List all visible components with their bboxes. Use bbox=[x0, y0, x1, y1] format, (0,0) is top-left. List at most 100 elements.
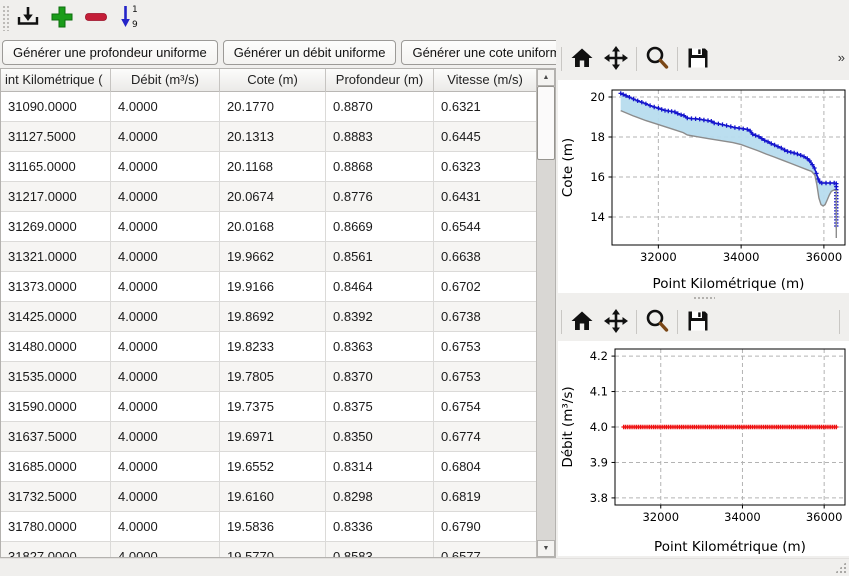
col-header-point-kilometrique[interactable]: int Kilométrique ( bbox=[1, 69, 111, 92]
table-cell[interactable]: 0.6753 bbox=[434, 362, 537, 392]
table-cell[interactable]: 31217.0000 bbox=[1, 182, 111, 212]
table-cell[interactable]: 0.6431 bbox=[434, 182, 537, 212]
table-row[interactable]: 31269.0000 4.0000 20.0168 0.8669 0.6544 bbox=[1, 212, 537, 242]
table-row[interactable]: 31217.0000 4.0000 20.0674 0.8776 0.6431 bbox=[1, 182, 537, 212]
debit-chart[interactable]: 32000 34000 36000 3.8 3.9 4.0 4.1 4.2 Point Kilo… bbox=[558, 341, 849, 556]
table-cell[interactable]: 0.6702 bbox=[434, 272, 537, 302]
table-cell[interactable]: 4.0000 bbox=[111, 302, 220, 332]
table-cell[interactable]: 20.1313 bbox=[220, 122, 326, 152]
table-cell[interactable]: 4.0000 bbox=[111, 182, 220, 212]
table-cell[interactable]: 4.0000 bbox=[111, 92, 220, 122]
table-row[interactable]: 31373.0000 4.0000 19.9166 0.8464 0.6702 bbox=[1, 272, 537, 302]
cote-chart[interactable]: 32000 34000 36000 14 16 18 20 Point Kilométriqu… bbox=[558, 80, 849, 293]
table-row[interactable]: 31637.5000 4.0000 19.6971 0.8350 0.6774 bbox=[1, 422, 537, 452]
table-cell[interactable]: 0.6544 bbox=[434, 212, 537, 242]
scroll-up-icon[interactable]: ▲ bbox=[537, 69, 555, 86]
table-row[interactable]: 31590.0000 4.0000 19.7375 0.8375 0.6754 bbox=[1, 392, 537, 422]
pan-button[interactable] bbox=[599, 306, 633, 338]
resize-grip-icon[interactable] bbox=[835, 562, 846, 573]
table-row[interactable]: 31480.0000 4.0000 19.8233 0.8363 0.6753 bbox=[1, 332, 537, 362]
table-cell[interactable]: 0.8336 bbox=[326, 512, 434, 542]
table-cell[interactable]: 31827.0000 bbox=[1, 542, 111, 557]
table-cell[interactable]: 0.6445 bbox=[434, 122, 537, 152]
table-cell[interactable]: 31480.0000 bbox=[1, 332, 111, 362]
table-row[interactable]: 31685.0000 4.0000 19.6552 0.8314 0.6804 bbox=[1, 452, 537, 482]
table-cell[interactable]: 4.0000 bbox=[111, 422, 220, 452]
table-cell[interactable]: 20.0168 bbox=[220, 212, 326, 242]
table-cell[interactable]: 0.6774 bbox=[434, 422, 537, 452]
table-cell[interactable]: 0.8669 bbox=[326, 212, 434, 242]
table-cell[interactable]: 31090.0000 bbox=[1, 92, 111, 122]
scrollbar-thumb[interactable] bbox=[537, 86, 555, 160]
horizontal-splitter[interactable] bbox=[558, 293, 849, 303]
scroll-down-icon[interactable]: ▼ bbox=[537, 540, 555, 557]
table-cell[interactable]: 31165.0000 bbox=[1, 152, 111, 182]
vertical-splitter[interactable] bbox=[556, 36, 558, 558]
table-cell[interactable]: 0.8561 bbox=[326, 242, 434, 272]
table-cell[interactable]: 4.0000 bbox=[111, 392, 220, 422]
table-row[interactable]: 31090.0000 4.0000 20.1770 0.8870 0.6321 bbox=[1, 92, 537, 122]
col-header-cote[interactable]: Cote (m) bbox=[220, 69, 326, 92]
table-cell[interactable]: 31425.0000 bbox=[1, 302, 111, 332]
table-cell[interactable]: 31780.0000 bbox=[1, 512, 111, 542]
table-cell[interactable]: 0.6577 bbox=[434, 542, 537, 557]
table-row[interactable]: 31535.0000 4.0000 19.7805 0.8370 0.6753 bbox=[1, 362, 537, 392]
table-cell[interactable]: 0.6804 bbox=[434, 452, 537, 482]
table-cell[interactable]: 0.8583 bbox=[326, 542, 434, 557]
table-cell[interactable]: 19.6971 bbox=[220, 422, 326, 452]
table-cell[interactable]: 0.6323 bbox=[434, 152, 537, 182]
table-cell[interactable]: 0.8314 bbox=[326, 452, 434, 482]
table-cell[interactable]: 4.0000 bbox=[111, 242, 220, 272]
table-cell[interactable]: 31685.0000 bbox=[1, 452, 111, 482]
remove-row-button[interactable] bbox=[81, 3, 111, 33]
col-header-vitesse[interactable]: Vitesse (m/s) bbox=[434, 69, 537, 92]
table-cell[interactable]: 4.0000 bbox=[111, 512, 220, 542]
table-cell[interactable]: 20.0674 bbox=[220, 182, 326, 212]
table-cell[interactable]: 0.6790 bbox=[434, 512, 537, 542]
table-cell[interactable]: 19.9662 bbox=[220, 242, 326, 272]
zoom-button[interactable] bbox=[640, 306, 674, 338]
generate-elevation-button[interactable]: Générer une cote uniforme bbox=[401, 40, 579, 65]
col-header-debit[interactable]: Débit (m³/s) bbox=[111, 69, 220, 92]
table-cell[interactable]: 4.0000 bbox=[111, 362, 220, 392]
table-cell[interactable]: 4.0000 bbox=[111, 272, 220, 302]
col-header-profondeur[interactable]: Profondeur (m) bbox=[326, 69, 434, 92]
table-cell[interactable]: 19.7805 bbox=[220, 362, 326, 392]
table-cell[interactable]: 0.8298 bbox=[326, 482, 434, 512]
table-cell[interactable]: 0.8392 bbox=[326, 302, 434, 332]
table-cell[interactable]: 4.0000 bbox=[111, 212, 220, 242]
table-cell[interactable]: 0.8868 bbox=[326, 152, 434, 182]
table-cell[interactable]: 31127.5000 bbox=[1, 122, 111, 152]
sort-button[interactable]: 1 9 bbox=[115, 3, 145, 33]
table-cell[interactable]: 20.1770 bbox=[220, 92, 326, 122]
pan-button[interactable] bbox=[599, 43, 633, 75]
table-cell[interactable]: 0.6638 bbox=[434, 242, 537, 272]
table-cell[interactable]: 19.8233 bbox=[220, 332, 326, 362]
table-cell[interactable]: 0.6754 bbox=[434, 392, 537, 422]
table-row[interactable]: 31165.0000 4.0000 20.1168 0.8868 0.6323 bbox=[1, 152, 537, 182]
table-row[interactable]: 31780.0000 4.0000 19.5836 0.8336 0.6790 bbox=[1, 512, 537, 542]
table-row[interactable]: 31732.5000 4.0000 19.6160 0.8298 0.6819 bbox=[1, 482, 537, 512]
table-cell[interactable]: 19.5770 bbox=[220, 542, 326, 557]
table-cell[interactable]: 0.6321 bbox=[434, 92, 537, 122]
zoom-button[interactable] bbox=[640, 43, 674, 75]
table-cell[interactable]: 4.0000 bbox=[111, 482, 220, 512]
add-row-button[interactable] bbox=[47, 3, 77, 33]
table-cell[interactable]: 31535.0000 bbox=[1, 362, 111, 392]
table-cell[interactable]: 0.8350 bbox=[326, 422, 434, 452]
table-row[interactable]: 31827.0000 4.0000 19.5770 0.8583 0.6577 bbox=[1, 542, 537, 557]
toolbar-grip[interactable] bbox=[2, 5, 9, 31]
table-cell[interactable]: 0.8375 bbox=[326, 392, 434, 422]
home-button[interactable] bbox=[565, 43, 599, 75]
table-cell[interactable]: 0.8870 bbox=[326, 92, 434, 122]
table-cell[interactable]: 31321.0000 bbox=[1, 242, 111, 272]
table-row[interactable]: 31127.5000 4.0000 20.1313 0.8883 0.6445 bbox=[1, 122, 537, 152]
table-cell[interactable]: 0.6819 bbox=[434, 482, 537, 512]
table-cell[interactable]: 0.8370 bbox=[326, 362, 434, 392]
generate-flow-button[interactable]: Générer un débit uniforme bbox=[222, 40, 397, 65]
save-button[interactable] bbox=[681, 306, 715, 338]
save-button[interactable] bbox=[681, 43, 715, 75]
table-cell[interactable]: 4.0000 bbox=[111, 452, 220, 482]
table-cell[interactable]: 0.8776 bbox=[326, 182, 434, 212]
table-cell[interactable]: 0.8883 bbox=[326, 122, 434, 152]
